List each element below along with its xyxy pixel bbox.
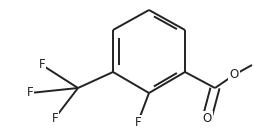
Text: O: O	[229, 69, 239, 81]
Text: O: O	[202, 112, 212, 124]
Text: F: F	[135, 116, 141, 128]
Text: F: F	[52, 112, 58, 124]
Text: F: F	[27, 86, 33, 100]
Text: F: F	[39, 58, 45, 72]
